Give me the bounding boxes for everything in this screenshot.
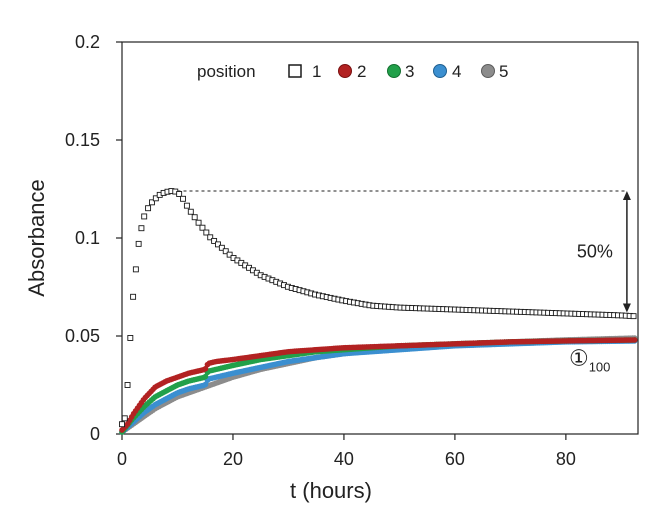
series-1-point <box>207 234 214 241</box>
series-1-point <box>119 421 125 428</box>
legend-marker-1 <box>288 64 302 78</box>
series-1-point <box>145 205 152 212</box>
annotations: 50% ①100 <box>177 190 631 374</box>
legend: position 1 2 3 4 5 <box>197 62 508 81</box>
x-tick-label: 0 <box>117 449 127 469</box>
series-1-point <box>121 415 128 422</box>
arrow-head-top <box>622 190 631 200</box>
series-1-point <box>203 229 210 236</box>
legend-label-1: 1 <box>312 62 321 81</box>
series-1-point <box>195 219 202 226</box>
series-4 <box>119 338 638 435</box>
circled-one-glyph: ① <box>569 346 589 371</box>
y-tick-label: 0.05 <box>65 326 100 346</box>
series-1-point <box>211 237 218 244</box>
series-1-point <box>138 225 145 232</box>
series-1-point <box>218 244 225 251</box>
y-tick-label: 0 <box>90 424 100 444</box>
series-layer <box>119 188 638 435</box>
legend-marker-4 <box>433 64 447 78</box>
x-tick-label: 60 <box>445 449 465 469</box>
series-1-point <box>187 208 194 215</box>
x-axis-ticks: 0 20 40 60 80 <box>117 434 576 469</box>
series-1-point <box>132 266 139 273</box>
y-axis-title: Absorbance <box>24 179 49 296</box>
y-axis-ticks: 0 0.05 0.1 0.15 0.2 <box>65 32 122 444</box>
fifty-percent-label: 50% <box>577 242 613 262</box>
legend-label-2: 2 <box>357 62 366 81</box>
series-1-point <box>152 195 159 202</box>
legend-marker-3 <box>387 64 401 78</box>
series-1-point <box>127 335 134 341</box>
series-2-point <box>631 337 638 343</box>
circled-one-label: ①100 <box>569 346 610 374</box>
plot-area-frame <box>121 41 639 435</box>
series-1 <box>119 188 637 428</box>
series-1-point <box>141 213 148 220</box>
series-1-point <box>149 199 155 206</box>
x-tick-label: 20 <box>223 449 243 469</box>
series-1-point <box>215 241 221 248</box>
legend-label-3: 3 <box>405 62 414 81</box>
x-tick-label: 80 <box>556 449 576 469</box>
series-1-point <box>226 251 233 258</box>
x-tick-label: 40 <box>334 449 354 469</box>
legend-label-4: 4 <box>452 62 461 81</box>
legend-marker-5 <box>481 64 495 78</box>
circled-one-subscript: 100 <box>589 359 611 374</box>
series-1-point <box>191 214 198 221</box>
legend-title: position <box>197 62 256 81</box>
series-1-point <box>222 248 229 255</box>
series-2 <box>119 337 638 433</box>
arrow-head-bottom <box>622 303 631 313</box>
y-tick-label: 0.1 <box>75 228 100 248</box>
legend-label-5: 5 <box>499 62 508 81</box>
series-1-point <box>176 191 183 197</box>
series-1-point <box>180 195 186 202</box>
series-1-point <box>135 240 142 247</box>
series-1-point <box>130 293 137 300</box>
y-tick-label: 0.15 <box>65 130 100 150</box>
series-1-point <box>183 202 190 209</box>
legend-marker-2 <box>338 64 352 78</box>
y-tick-label: 0.2 <box>75 32 100 52</box>
series-1-point <box>124 382 131 388</box>
series-1-point <box>630 313 637 320</box>
x-axis-title: t (hours) <box>290 478 372 503</box>
series-1-point <box>199 224 206 231</box>
